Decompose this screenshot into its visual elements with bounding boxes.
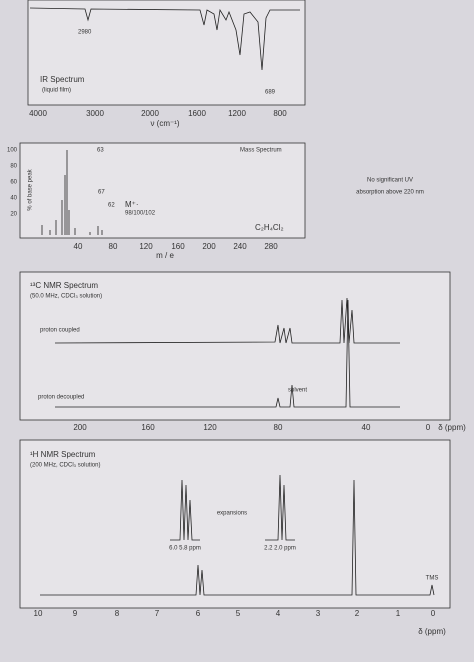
mass-title: Mass Spectrum [240,148,282,154]
x-tick-label: 280 [264,242,278,251]
uv-note: No significant UV [367,178,413,184]
x-tick-label: 1 [396,609,401,618]
formula: C₂H₄Cl₂ [255,223,284,232]
h1-label: 6.0 5.8 ppm [169,546,201,552]
c13-coupled [54,297,400,344]
h1-title: ¹H NMR Spectrum [30,450,96,459]
x-tick-label: 7 [155,609,160,618]
y-tick-label: 100 [7,148,18,154]
ir-peak-label: 2980 [78,30,92,36]
x-tick-label: 2 [355,609,360,618]
x-tick-label: 8 [115,609,120,618]
x-tick-label: 40 [74,242,83,251]
x-tick-label: 9 [73,609,78,618]
x-tick-label: 120 [139,242,153,251]
x-tick-label: 160 [141,423,155,432]
x-tick-label: 80 [109,242,118,251]
x-tick-label: 1200 [228,109,246,118]
ir-peak-label: 689 [265,90,276,96]
h1-exp2 [265,474,295,541]
h1-panel [19,439,451,609]
x-tick-label: 4000 [29,109,47,118]
x-tick-label: 3 [316,609,321,618]
c13-subtitle: (50.0 MHz, CDCl₃ solution) [30,294,102,300]
x-tick-label: 200 [202,242,216,251]
h1-subtitle: (200 MHz, CDCl₃ solution) [30,463,100,469]
x-tick-label: 4 [276,609,281,618]
h1-label: TMS [426,576,439,582]
y-tick-label: 80 [10,164,17,170]
x-tick-label: 3000 [86,109,104,118]
x-tick-label: 0 [426,423,431,432]
x-tick-label: 800 [273,109,287,118]
mass-peak-label: 98/100/102 [125,211,156,217]
h1-exp1 [170,479,200,541]
c13-label: solvent [288,388,307,394]
mass-peak-label: M⁺· [125,200,139,209]
y-axis-label: % of base peak [28,168,34,210]
x-tick-label: 200 [73,423,87,432]
mass-peak-label: 63 [97,148,104,154]
mass-peaks [41,150,103,235]
x-tick-label: 0 [431,609,436,618]
x-tick-label: 40 [362,423,371,432]
y-tick-label: 20 [10,212,17,218]
x-axis-label: m / e [156,251,174,260]
h1-trace [40,479,435,596]
y-tick-label: 60 [10,180,17,186]
x-tick-label: 2000 [141,109,159,118]
x-tick-label: 160 [171,242,185,251]
x-tick-label: 120 [203,423,217,432]
mass-panel [19,142,306,239]
h1-label: expansions [217,511,247,517]
x-tick-label: 80 [274,423,283,432]
ir-panel [27,0,306,106]
c13-panel [19,271,451,421]
mass-peak-label: 62 [108,203,115,209]
ir-subtitle: (liquid film) [42,88,71,94]
y-tick-label: 40 [10,196,17,202]
h1-label: 2.2 2.0 ppm [264,546,296,552]
mass-peak-label: 67 [98,190,105,196]
ir-title: IR Spectrum [40,75,85,84]
x-tick-label: 6 [196,609,201,618]
c13-label: proton coupled [40,328,80,334]
c13-decoupled [55,299,400,408]
x-axis-label: ν (cm⁻¹) [150,119,179,128]
x-tick-label: 1600 [188,109,206,118]
x-tick-label: 5 [236,609,241,618]
x-axis-label: δ (ppm) [438,423,466,432]
c13-label: proton decoupled [38,395,84,401]
x-tick-label: 10 [34,609,43,618]
x-tick-label: 240 [233,242,247,251]
uv-note: absorption above 220 nm [356,190,424,196]
x-axis-label: δ (ppm) [418,627,446,636]
c13-title: ¹³C NMR Spectrum [30,281,98,290]
ir-trace [29,7,300,71]
